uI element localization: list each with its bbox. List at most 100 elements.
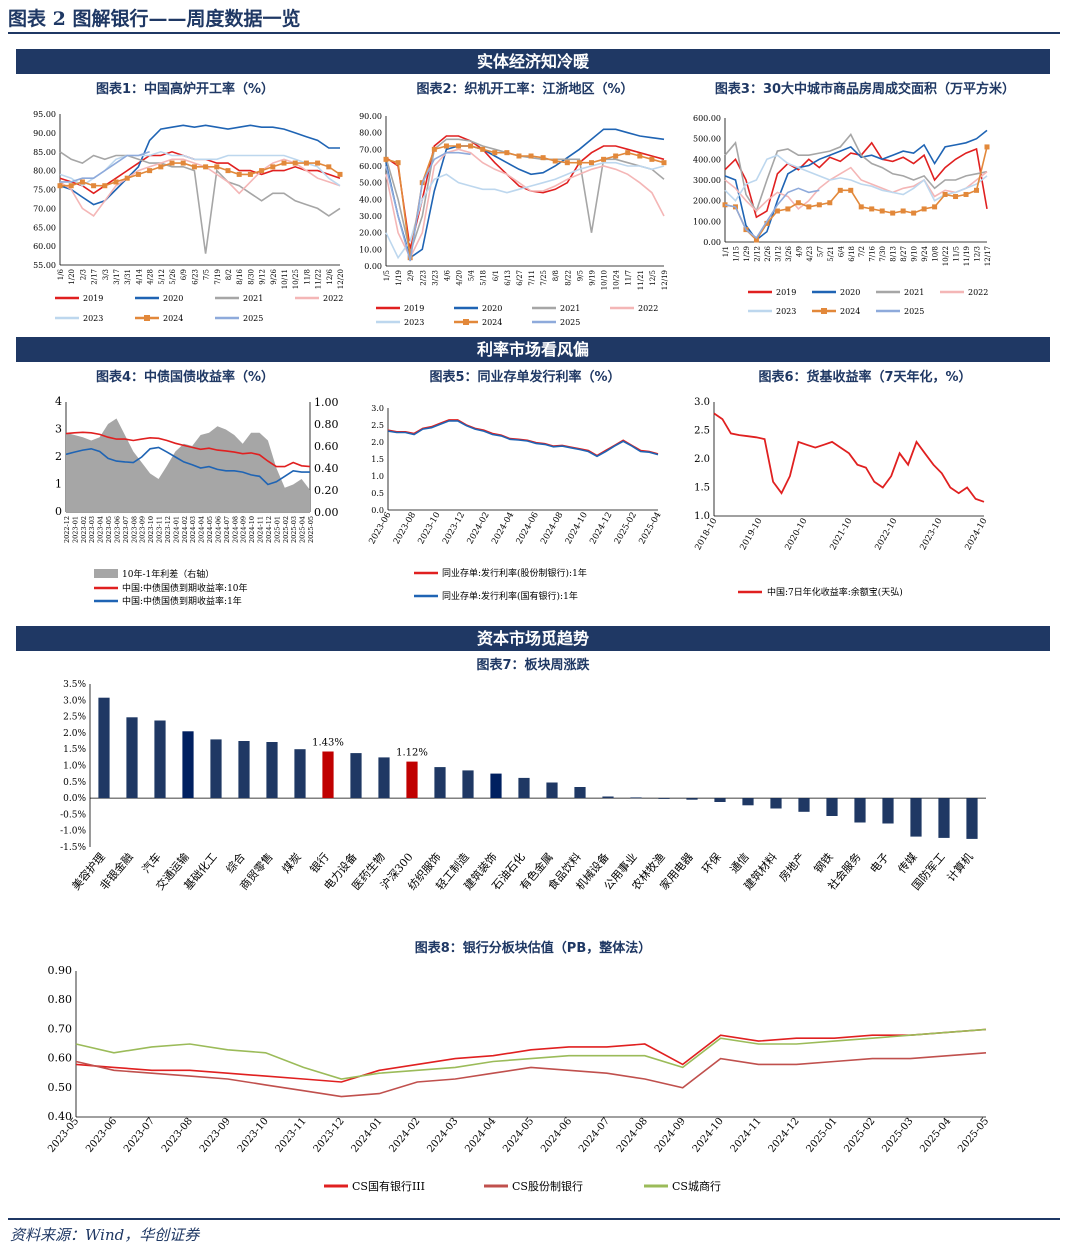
y-tick-label: 2.5 — [371, 421, 384, 430]
y-tick-label: 1.0 — [371, 472, 384, 481]
x-tick-label: 煤炭 — [280, 851, 304, 876]
series-line — [65, 431, 311, 468]
legend-label: 2025 — [904, 307, 924, 316]
x-tick-label: 2024-05 — [501, 1116, 536, 1155]
x-tick-label: 2024-08 — [231, 516, 239, 543]
x-tick-label: 2022-10 — [873, 517, 899, 553]
y-tick-label: 0.40 — [48, 1110, 73, 1123]
x-tick-label: 2024-04 — [198, 516, 206, 543]
bar — [350, 753, 362, 799]
series-point — [732, 204, 738, 210]
legend-label: 2020 — [482, 304, 502, 313]
legend-label: 2020 — [840, 288, 860, 297]
chart4-legend: 10年-1年利差（右轴） 中国:中债国债到期收益率:10年中国:中债国债到期收益率… — [94, 568, 248, 607]
series-line — [75, 1052, 987, 1098]
series-point — [303, 160, 309, 166]
legend-label: 2023 — [404, 318, 424, 327]
legend-label: 2025 — [243, 314, 263, 323]
y-tick-label: 1 — [55, 478, 62, 491]
chart2-legend: 2019 2020 2021 2022 2023 2024 2025 — [376, 304, 658, 327]
y-tick-label: 0.5 — [371, 489, 384, 498]
x-tick-label: 通信 — [728, 851, 752, 876]
x-tick-label: 11/22 — [315, 269, 323, 289]
x-tick-label: 5/7 — [816, 246, 824, 257]
x-tick-label: 6/4 — [837, 245, 845, 257]
y-tick-label: 0.70 — [48, 1022, 73, 1035]
series-point — [431, 146, 437, 152]
y-tick-label: -1.0% — [60, 827, 86, 837]
legend-swatch — [94, 569, 118, 578]
series-line — [59, 151, 341, 254]
y-tick-label: 1.0 — [694, 511, 710, 522]
y-tick-label: -1.5% — [60, 843, 86, 853]
source-note: 资料来源：Wind，华创证券 — [10, 1226, 200, 1244]
series-point — [911, 210, 917, 216]
x-tick-label: 2023-05 — [105, 516, 113, 543]
section-band-capital-market: 资本市场觅趋势 — [16, 626, 1050, 651]
series-point — [68, 183, 74, 189]
y-tick-label: 2 — [55, 450, 62, 463]
x-tick-label: 石油石化 — [489, 850, 528, 893]
legend-label: 2023 — [83, 314, 103, 323]
series-point — [281, 160, 287, 166]
series-point — [113, 179, 119, 185]
x-tick-label: 9/10 — [911, 246, 919, 262]
bar — [322, 751, 334, 799]
x-tick-label: 2023-12 — [164, 516, 172, 543]
series-point — [480, 146, 486, 152]
chart3-legend: 2019 2020 2021 2022 2023 2024 2025 — [748, 288, 988, 316]
x-tick-label: 2024-02 — [465, 511, 491, 547]
x-tick-label: 10/22 — [942, 246, 950, 266]
x-tick-label: 9/26 — [270, 268, 278, 284]
legend-marker — [821, 308, 827, 314]
x-tick-label: 轻工制造 — [433, 850, 472, 893]
x-tick-label: 2023-12 — [441, 511, 467, 547]
x-tick-label: 汽车 — [139, 850, 164, 876]
x-tick-label: 2024-03 — [189, 516, 197, 543]
legend-label: 2023 — [776, 307, 796, 316]
x-tick-label: 8/13 — [890, 246, 898, 262]
legend-label: 2022 — [323, 294, 343, 303]
series-point — [57, 183, 63, 189]
x-tick-label: 2/12 — [753, 246, 761, 262]
series-point — [147, 168, 153, 174]
x-tick-label: 房地产 — [776, 850, 808, 884]
series-point — [963, 191, 969, 197]
x-tick-label: 8/30 — [247, 269, 255, 285]
x-tick-label: 8/2 — [225, 269, 233, 280]
series-point — [528, 153, 534, 159]
x-tick-label: 2024-09 — [653, 1116, 688, 1155]
x-tick-label: 5/12 — [158, 269, 166, 285]
series-point — [722, 202, 728, 208]
series-point — [649, 156, 655, 162]
y-tick-label: 2.0% — [63, 729, 86, 739]
legend-label: 2021 — [904, 288, 924, 297]
x-tick-label: 2023-01 — [71, 516, 79, 543]
x-tick-label: 电子 — [868, 851, 892, 876]
x-tick-label: 12/20 — [337, 269, 345, 289]
series-point — [91, 183, 97, 189]
series-point — [984, 144, 990, 150]
series-point — [837, 187, 843, 193]
y-tick-label: 100.00 — [693, 217, 721, 226]
x-tick-label: 社会服务 — [825, 850, 864, 893]
bar — [434, 767, 446, 799]
chart8-title: 图表8：银行分板块估值（PB，整体法） — [414, 941, 652, 956]
x-tick-label: 3/3 — [102, 269, 110, 280]
x-tick-label: 综合 — [223, 850, 248, 876]
x-tick-label: 2025-05 — [307, 516, 315, 543]
series-point — [468, 143, 474, 149]
x-tick-label: 11/19 — [963, 246, 971, 266]
series-point — [588, 160, 594, 166]
y-tick-label: 40.00 — [359, 195, 382, 204]
x-tick-label: 10/8 — [932, 246, 940, 262]
x-tick-label: 2023-04 — [97, 516, 105, 543]
y-tick-label: 2.5 — [694, 426, 710, 437]
series-line — [59, 124, 340, 206]
title-divider — [8, 32, 1060, 34]
x-tick-label: 4/6 — [443, 269, 451, 281]
x-tick-label: 2023-12 — [312, 1116, 347, 1155]
x-tick-label: 2024-12 — [265, 516, 273, 543]
x-tick-label: 农林牧渔 — [629, 850, 668, 893]
bar — [602, 796, 614, 799]
